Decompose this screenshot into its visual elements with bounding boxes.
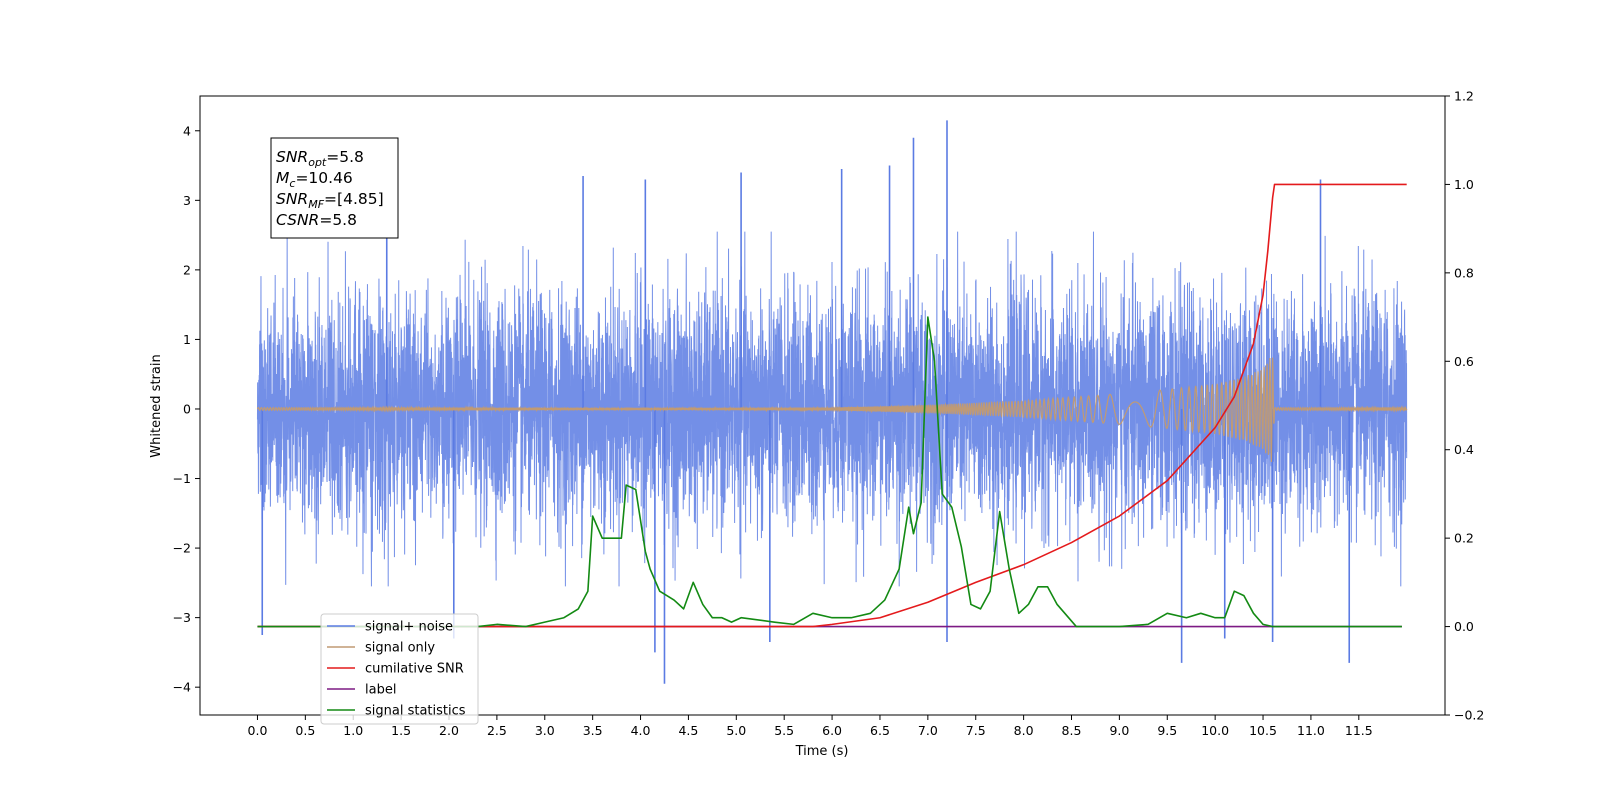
x-tick-label: 4.5 — [678, 723, 698, 738]
annotation-line: SNRopt=5.8 — [276, 148, 364, 169]
y2-tick-label: 0.0 — [1454, 619, 1474, 634]
axes-frame — [199, 95, 1446, 716]
plot-area — [256, 120, 1408, 684]
x-tick-label: 10.0 — [1201, 723, 1229, 738]
legend-entry: cumilative SNR — [365, 662, 464, 677]
y-tick-label: 1 — [183, 332, 191, 347]
y-tick-label: −2 — [173, 541, 191, 556]
x-tick-label: 5.5 — [774, 723, 794, 738]
annotation-value: =5.8 — [326, 148, 364, 166]
x-tick-label: 11.0 — [1297, 723, 1325, 738]
annotation-line: SNRMF=[4.85] — [276, 190, 384, 211]
x-tick-label: 11.5 — [1345, 723, 1373, 738]
x-tick-label: 6.0 — [822, 723, 842, 738]
annotation-value: =[4.85] — [324, 190, 384, 208]
y2-tick-label: 1.2 — [1454, 89, 1474, 104]
legend: signal+ noise signal only cumilative SNR la… — [320, 613, 479, 725]
annotation-symbol: SNR — [276, 190, 308, 208]
y-tick-label: 4 — [183, 123, 191, 138]
legend-entry: signal+ noise — [365, 620, 453, 635]
series-cumulative-snr-line — [257, 183, 1407, 628]
x-tick-label: 9.5 — [1157, 723, 1177, 738]
x-tick-label: 0.0 — [248, 723, 268, 738]
x-tick-label: 10.5 — [1249, 723, 1277, 738]
series-signal-only-line — [256, 357, 1408, 463]
axis-ticks: 0.0 0.5 1.0 1.5 2.0 2.5 3.0 3.5 4.0 4.5 5.0 5.5 6.0 6… — [173, 89, 1485, 739]
annotation-value: =10.46 — [295, 169, 352, 187]
x-tick-label: 1.5 — [391, 723, 411, 738]
annotation-frame — [270, 137, 399, 239]
annotation-subscript: c — [289, 177, 295, 190]
series-signal-noise-line — [256, 231, 1408, 587]
x-tick-label: 7.5 — [966, 723, 986, 738]
annotation-symbol: M — [276, 169, 289, 187]
x-tick-label: 8.5 — [1062, 723, 1082, 738]
y2-tick-label: 0.6 — [1454, 354, 1474, 369]
y-tick-label: 2 — [183, 262, 191, 277]
annotation-value: =5.8 — [319, 211, 357, 229]
annotation-subscript: MF — [308, 198, 324, 211]
x-tick-label: 3.5 — [583, 723, 603, 738]
x-tick-label: 0.5 — [295, 723, 315, 738]
y-tick-label: −1 — [173, 471, 191, 486]
annotation-symbol: CSNR — [276, 211, 319, 229]
y2-tick-label: −0.2 — [1454, 708, 1484, 723]
y2-tick-label: 0.2 — [1454, 531, 1474, 546]
annotation-symbol: SNR — [276, 148, 308, 166]
x-tick-label: 8.0 — [1014, 723, 1034, 738]
annotation-line: CSNR=5.8 — [276, 211, 357, 229]
y2-tick-label: 0.4 — [1454, 442, 1474, 457]
legend-entry: signal only — [365, 641, 435, 656]
legend-entry: signal statistics — [365, 704, 466, 719]
x-axis-label: Time (s) — [795, 744, 849, 759]
x-tick-label: 9.0 — [1109, 723, 1129, 738]
x-tick-label: 5.0 — [726, 723, 746, 738]
legend-frame — [320, 613, 479, 725]
annotation-line: Mc=10.46 — [276, 169, 353, 190]
legend-entry: label — [365, 683, 396, 698]
series-signal-statistics-line — [257, 316, 1402, 628]
x-tick-label: 3.0 — [535, 723, 555, 738]
y-tick-label: −4 — [173, 680, 191, 695]
y-tick-label: 0 — [183, 401, 191, 416]
x-tick-label: 1.0 — [343, 723, 363, 738]
x-tick-label: 7.0 — [918, 723, 938, 738]
x-tick-label: 4.0 — [631, 723, 651, 738]
y-tick-label: 3 — [183, 193, 191, 208]
x-tick-label: 6.5 — [870, 723, 890, 738]
annotation-subscript: opt — [308, 156, 327, 169]
y-tick-label: −3 — [173, 610, 191, 625]
y2-tick-label: 1.0 — [1454, 177, 1474, 192]
x-tick-label: 2.5 — [487, 723, 507, 738]
x-tick-label: 2.0 — [439, 723, 459, 738]
y2-tick-label: 0.8 — [1454, 265, 1474, 280]
y-axis-label: Whitened strain — [149, 354, 164, 457]
